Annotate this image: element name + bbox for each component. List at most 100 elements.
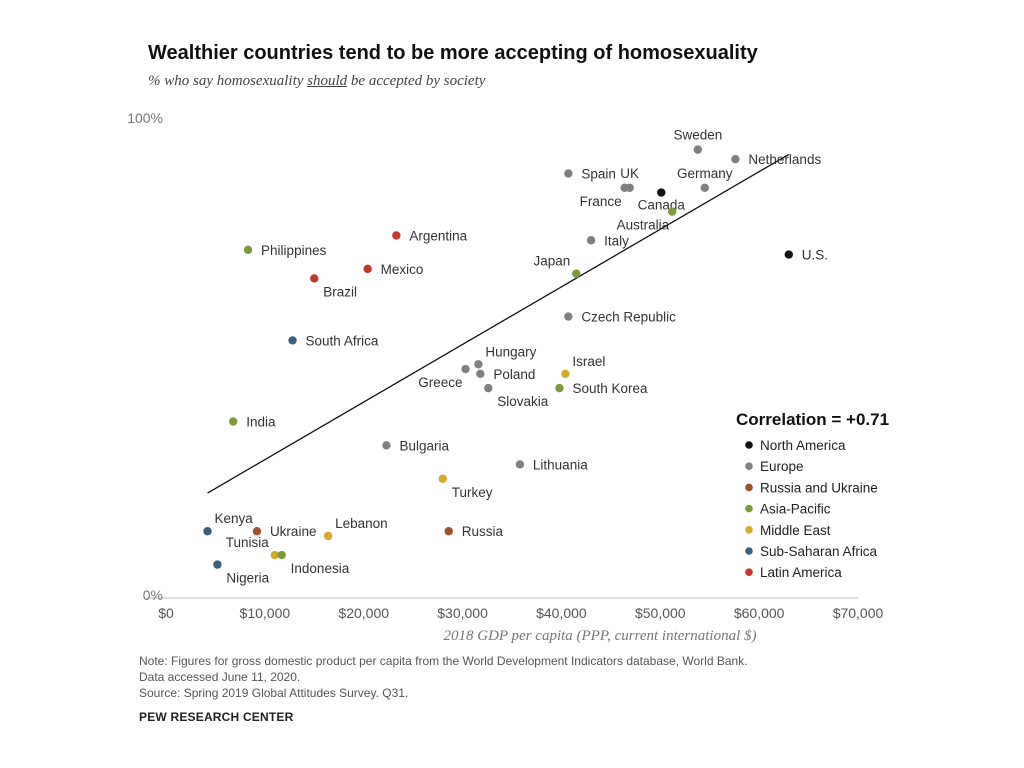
- trendline: [207, 153, 790, 494]
- data-point: [243, 245, 253, 254]
- point-label: Canada: [638, 198, 686, 213]
- data-point: [657, 188, 666, 197]
- point-label: Sweden: [673, 128, 722, 143]
- legend-item-label: Latin America: [760, 565, 842, 580]
- point-label: Bulgaria: [399, 438, 449, 453]
- data-point: [382, 441, 391, 450]
- chart-subtitle: % who say homosexuality should be accept…: [148, 73, 486, 89]
- data-point: [444, 527, 453, 536]
- legend-swatch: [745, 483, 753, 492]
- legend-item-label: Middle East: [760, 523, 831, 538]
- point-label: Argentina: [409, 228, 467, 243]
- point-label: Czech Republic: [581, 310, 676, 325]
- point-label: France: [580, 194, 622, 209]
- point-label: Brazil: [323, 284, 357, 299]
- x-tick-label: $20,000: [338, 605, 389, 621]
- legend: Correlation = +0.71 North America Europe Ru…: [736, 410, 889, 580]
- x-tick-label: $0: [158, 605, 174, 621]
- point-label: Tunisia: [226, 535, 270, 550]
- x-tick-label: $30,000: [437, 605, 488, 621]
- data-point: [438, 474, 447, 483]
- point-label: India: [246, 415, 276, 430]
- point-label: Greece: [418, 375, 462, 390]
- legend-item-label: North America: [760, 438, 846, 453]
- legend-item-label: Asia-Pacific: [760, 502, 831, 517]
- x-tick-label: $40,000: [536, 605, 587, 621]
- point-label: UK: [620, 166, 639, 181]
- data-point: [693, 145, 703, 154]
- source-line: Source: Spring 2019 Global Attitudes Sur…: [139, 686, 409, 700]
- legend-swatch: [745, 547, 753, 555]
- chart-title: Wealthier countries tend to be more acce…: [148, 42, 758, 64]
- point-label: Israel: [572, 354, 605, 369]
- data-point: [252, 527, 262, 536]
- data-point: [203, 527, 212, 536]
- data-point: [461, 364, 470, 374]
- point-label: Ukraine: [270, 524, 317, 539]
- data-point: [474, 360, 483, 369]
- trendline-group: [207, 153, 790, 494]
- data-point: [476, 369, 485, 379]
- point-label: Italy: [604, 233, 629, 248]
- point-label: Russia: [462, 524, 504, 539]
- x-axis-label: 2018 GDP per capita (PPP, current intern…: [443, 628, 756, 644]
- data-point: [229, 417, 238, 426]
- data-point: [515, 460, 525, 469]
- points-group: Sweden Netherlands Germany Spain UK France Can…: [203, 128, 828, 586]
- x-tick-label: $70,000: [833, 605, 884, 621]
- point-label: Spain: [581, 166, 616, 181]
- data-point: [484, 383, 493, 393]
- data-point: [288, 336, 297, 345]
- x-tick-label: $50,000: [635, 605, 686, 621]
- point-label: Netherlands: [748, 152, 821, 167]
- legend-swatch: [745, 568, 753, 576]
- subtitle-emphasis: should: [307, 73, 348, 89]
- point-label: Lithuania: [533, 457, 588, 472]
- point-label: Poland: [493, 367, 535, 382]
- point-label: Turkey: [452, 485, 493, 500]
- legend-item-label: Europe: [760, 459, 804, 474]
- data-point: [213, 560, 222, 569]
- data-point: [700, 183, 709, 192]
- point-label: South Korea: [572, 381, 648, 396]
- data-point: [564, 169, 573, 178]
- note-line-2: Data accessed June 11, 2020.: [139, 670, 301, 684]
- data-point: [586, 236, 596, 245]
- chart-axes: $0 $10,000 $20,000 $30,000 $40,000 $50,000 $60…: [127, 110, 883, 644]
- point-label: Germany: [677, 166, 733, 181]
- data-point: [731, 154, 740, 164]
- data-point: [310, 274, 319, 283]
- point-label: Mexico: [381, 262, 424, 277]
- point-label: Kenya: [215, 511, 254, 526]
- note-line-1: Note: Figures for gross domestic product…: [139, 654, 748, 668]
- point-label: Australia: [617, 218, 670, 233]
- point-label: South Africa: [306, 333, 379, 348]
- point-label: U.S.: [802, 248, 828, 263]
- point-label: Slovakia: [497, 394, 549, 409]
- data-point: [667, 207, 677, 216]
- point-label: Lebanon: [335, 516, 388, 531]
- point-label: Nigeria: [226, 571, 269, 586]
- data-point: [323, 531, 333, 541]
- legend-item-label: Sub-Saharan Africa: [760, 544, 878, 559]
- legend-swatch: [745, 462, 753, 471]
- y-tick-label: 100%: [127, 110, 163, 126]
- correlation-label: Correlation = +0.71: [736, 410, 889, 429]
- data-point: [572, 269, 581, 278]
- data-point: [555, 383, 564, 393]
- data-point: [392, 231, 401, 240]
- x-tick-label: $60,000: [734, 605, 785, 621]
- legend-item-label: Russia and Ukraine: [760, 480, 878, 495]
- data-point: [270, 550, 279, 560]
- data-point: [784, 250, 793, 259]
- point-label: Hungary: [485, 344, 536, 359]
- point-label: Indonesia: [291, 561, 350, 576]
- source-brand: PEW RESEARCH CENTER: [139, 710, 294, 724]
- data-point: [564, 312, 573, 321]
- data-point: [620, 183, 629, 192]
- data-point: [363, 264, 372, 274]
- data-point: [561, 369, 570, 379]
- point-label: Philippines: [261, 243, 327, 258]
- legend-swatch: [745, 441, 753, 449]
